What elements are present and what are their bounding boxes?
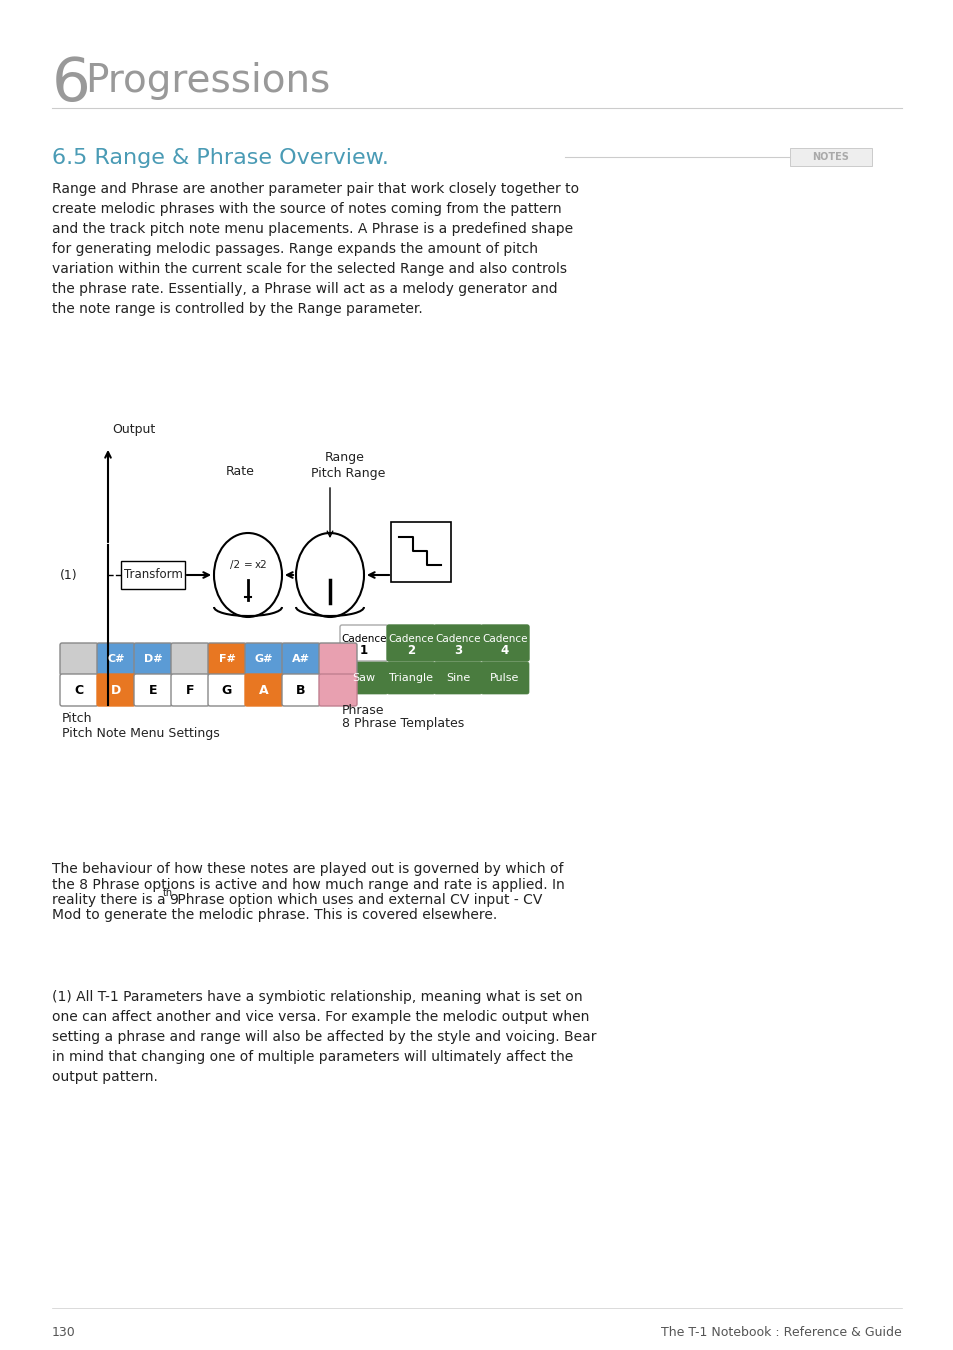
Text: Cadence: Cadence [341, 634, 386, 644]
Text: Phrase option which uses and external CV input - CV: Phrase option which uses and external CV… [172, 892, 542, 907]
Text: Progressions: Progressions [85, 62, 330, 100]
FancyBboxPatch shape [133, 643, 172, 675]
Text: A#: A# [292, 653, 310, 664]
Text: Output: Output [112, 423, 155, 436]
FancyBboxPatch shape [282, 674, 319, 706]
Text: Cadence: Cadence [435, 634, 480, 644]
Text: /2: /2 [230, 560, 240, 570]
Text: (1) All T-1 Parameters have a symbiotic relationship, meaning what is set on
one: (1) All T-1 Parameters have a symbiotic … [52, 990, 596, 1084]
Text: (1): (1) [60, 568, 77, 582]
Text: Pitch: Pitch [62, 711, 92, 725]
Text: Triangle: Triangle [389, 674, 433, 683]
FancyBboxPatch shape [789, 148, 871, 166]
Text: F: F [186, 683, 194, 697]
Text: D#: D# [144, 653, 162, 664]
Text: Cadence: Cadence [388, 634, 434, 644]
FancyBboxPatch shape [318, 674, 356, 706]
Text: Pitch Note Menu Settings: Pitch Note Menu Settings [62, 728, 219, 740]
Text: F#: F# [218, 653, 235, 664]
FancyBboxPatch shape [60, 643, 98, 675]
Text: Saw: Saw [352, 674, 375, 683]
FancyBboxPatch shape [208, 674, 246, 706]
FancyBboxPatch shape [245, 643, 283, 675]
Text: =: = [243, 560, 253, 570]
Text: A: A [259, 683, 269, 697]
FancyBboxPatch shape [97, 643, 135, 675]
Text: NOTES: NOTES [812, 153, 848, 162]
Text: Pulse: Pulse [490, 674, 519, 683]
Text: E: E [149, 683, 157, 697]
Text: G: G [222, 683, 232, 697]
Text: 6: 6 [52, 55, 91, 113]
FancyBboxPatch shape [208, 643, 246, 675]
Text: Rate: Rate [225, 464, 254, 478]
Text: Sine: Sine [445, 674, 470, 683]
FancyBboxPatch shape [480, 625, 529, 662]
Text: 2: 2 [407, 644, 415, 657]
Text: the 8 Phrase options is active and how much range and rate is applied. In: the 8 Phrase options is active and how m… [52, 878, 564, 891]
Text: Cadence: Cadence [482, 634, 527, 644]
FancyBboxPatch shape [480, 662, 529, 694]
Text: 8 Phrase Templates: 8 Phrase Templates [341, 717, 464, 730]
Text: 3: 3 [454, 644, 461, 657]
Text: Range and Phrase are another parameter pair that work closely together to
create: Range and Phrase are another parameter p… [52, 182, 578, 316]
FancyBboxPatch shape [245, 674, 283, 706]
Text: Transform: Transform [124, 568, 182, 582]
FancyBboxPatch shape [434, 662, 481, 694]
FancyBboxPatch shape [133, 674, 172, 706]
Text: Range: Range [325, 451, 365, 464]
Text: The behaviour of how these notes are played out is governed by which of: The behaviour of how these notes are pla… [52, 863, 563, 876]
Text: 6.5 Range & Phrase Overview.: 6.5 Range & Phrase Overview. [52, 148, 389, 167]
Text: reality there is a 9: reality there is a 9 [52, 892, 179, 907]
Text: C: C [74, 683, 84, 697]
Text: The T-1 Notebook : Reference & Guide: The T-1 Notebook : Reference & Guide [660, 1326, 901, 1339]
FancyBboxPatch shape [318, 643, 356, 675]
FancyBboxPatch shape [282, 643, 319, 675]
Text: x2: x2 [254, 560, 267, 570]
Text: th: th [163, 888, 172, 898]
Text: Pitch Range: Pitch Range [311, 467, 385, 481]
Text: 130: 130 [52, 1326, 75, 1339]
Text: 1: 1 [359, 644, 368, 657]
FancyBboxPatch shape [97, 674, 135, 706]
Text: 4: 4 [500, 644, 509, 657]
FancyBboxPatch shape [121, 562, 185, 589]
FancyBboxPatch shape [387, 662, 435, 694]
Text: G#: G# [254, 653, 273, 664]
FancyBboxPatch shape [60, 674, 98, 706]
FancyBboxPatch shape [387, 625, 435, 662]
Text: Phrase: Phrase [341, 703, 384, 717]
Text: C#: C# [107, 653, 125, 664]
FancyBboxPatch shape [391, 522, 451, 582]
FancyBboxPatch shape [171, 643, 209, 675]
FancyBboxPatch shape [339, 662, 388, 694]
Text: Mod to generate the melodic phrase. This is covered elsewhere.: Mod to generate the melodic phrase. This… [52, 909, 497, 922]
Text: B: B [296, 683, 305, 697]
FancyBboxPatch shape [339, 625, 388, 662]
FancyBboxPatch shape [171, 674, 209, 706]
FancyBboxPatch shape [434, 625, 481, 662]
Text: D: D [111, 683, 121, 697]
